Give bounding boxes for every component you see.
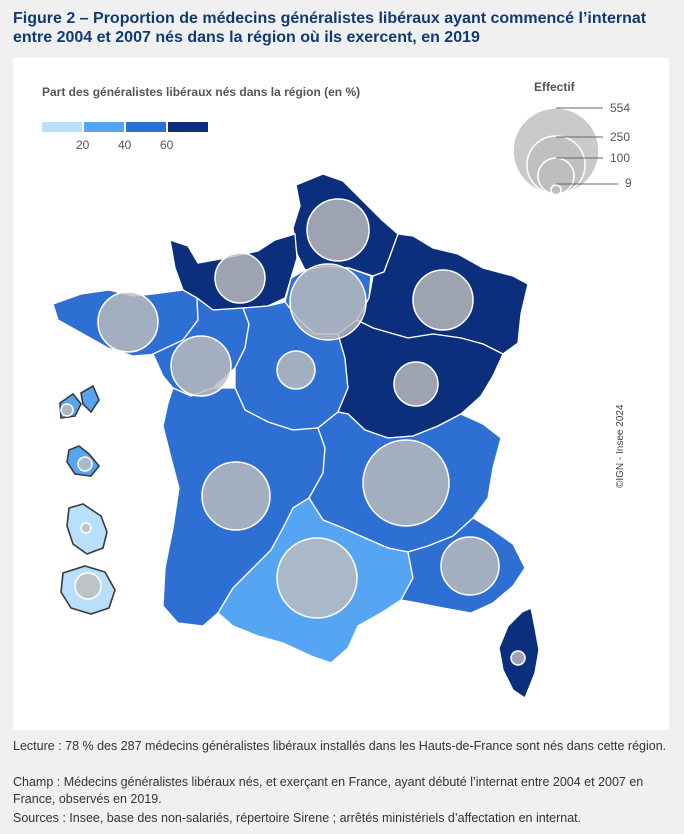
legend-tick-20: 20 (76, 138, 90, 152)
color-legend-title: Part des généralistes libéraux nés dans … (42, 85, 361, 99)
size-legend-title: Effectif (534, 80, 575, 94)
bubble-occitanie (276, 537, 358, 619)
size-label-9: 9 (625, 176, 632, 190)
bubble-grand-est (412, 269, 474, 331)
bubble-centre-val-de-loire (276, 350, 316, 390)
legend-class-2 (84, 122, 124, 132)
legend-tick-40: 40 (118, 138, 132, 152)
bubble-nouvelle-aquitaine (201, 461, 271, 531)
map-svg (52, 107, 618, 699)
bubble-auvergne-rhone-alpes (362, 439, 450, 527)
bubble-bretagne (97, 291, 159, 353)
bubble-normandie (214, 252, 266, 304)
map-panel: Part des généralistes libéraux nés dans … (13, 58, 669, 730)
effectif-bubbles (60, 198, 526, 666)
figure-title: Figure 2 – Proportion de médecins généra… (13, 10, 647, 46)
regions (52, 173, 540, 699)
bubble-bourgogne-franche-comte (393, 361, 439, 407)
size-label-250: 250 (610, 130, 631, 144)
bubble-martinique (77, 456, 93, 472)
size-label-554: 554 (610, 101, 631, 115)
bubble-ile-de-france (289, 263, 367, 341)
note-champ: Champ : Médecins généralistes libéraux n… (13, 775, 644, 806)
legend-class-1 (42, 122, 82, 132)
bubble-corse (510, 650, 526, 666)
legend-class-4 (168, 122, 208, 132)
size-label-100: 100 (610, 151, 631, 165)
bubble-guyane (80, 522, 92, 534)
bubble-hauts-de-france (306, 198, 370, 262)
legend-tick-60: 60 (160, 138, 174, 152)
size-legend-circles (512, 107, 618, 196)
bubble-guadeloupe (60, 403, 74, 417)
bubble-paca (440, 536, 500, 596)
note-sources: Sources : Insee, base des non-salariés, … (13, 811, 582, 825)
bubble-la-reunion (74, 572, 102, 600)
legend-class-3 (126, 122, 166, 132)
size-circle-9 (550, 184, 562, 196)
bubble-pays-de-la-loire (170, 335, 232, 397)
note-lecture: Lecture : 78 % des 287 médecins générali… (13, 739, 667, 753)
